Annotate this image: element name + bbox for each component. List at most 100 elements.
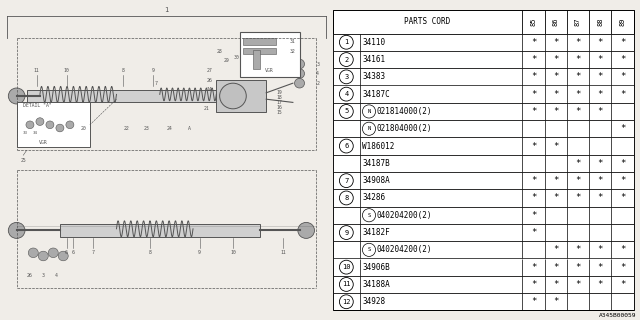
Text: *: * [531,211,536,220]
Text: *: * [620,245,625,254]
Text: 3: 3 [316,61,319,67]
Text: *: * [553,263,558,272]
Bar [333,120,634,137]
Text: *: * [531,194,536,203]
Text: 15: 15 [276,109,282,115]
Text: 86: 86 [553,17,559,26]
Text: *: * [531,141,536,150]
Text: 9: 9 [198,250,201,255]
Text: *: * [531,263,536,272]
Bar [333,85,634,103]
Circle shape [220,83,246,109]
Text: *: * [598,55,603,64]
Bar [243,48,276,54]
Text: N: N [367,109,371,114]
Text: 89: 89 [620,17,625,26]
Text: 10: 10 [64,68,69,73]
Text: 2: 2 [316,81,319,86]
Text: 23: 23 [143,125,149,131]
Bar [333,34,634,51]
Text: *: * [531,176,536,185]
Text: *: * [553,72,558,81]
Circle shape [48,248,58,258]
Text: N: N [367,126,371,131]
Text: *: * [553,55,558,64]
Text: 4: 4 [316,71,319,76]
Text: 34908A: 34908A [362,176,390,185]
Circle shape [56,124,64,132]
Text: *: * [531,38,536,47]
Bar [243,38,276,45]
Text: 32: 32 [289,49,295,54]
Text: 021804000(2): 021804000(2) [376,124,432,133]
Text: A: A [188,125,191,131]
Text: *: * [598,38,603,47]
Circle shape [8,88,25,104]
Text: 34182F: 34182F [362,228,390,237]
Text: *: * [598,90,603,99]
Text: 040204200(2): 040204200(2) [376,245,432,254]
Text: 11: 11 [34,68,40,73]
Text: *: * [531,90,536,99]
Bar [333,155,634,172]
Text: *: * [553,245,558,254]
Bar [239,32,300,77]
Text: PARTS CORD: PARTS CORD [404,17,451,26]
Bar [333,207,634,224]
Text: 34187C: 34187C [362,90,390,99]
Text: VGR: VGR [265,68,274,73]
Text: *: * [575,263,580,272]
Text: 34928: 34928 [362,297,385,306]
Text: 33: 33 [22,131,28,135]
Text: 18: 18 [276,95,282,100]
Text: 27: 27 [207,68,212,73]
Text: 87: 87 [575,17,581,26]
Text: *: * [620,72,625,81]
Bar [333,10,634,34]
Text: *: * [531,280,536,289]
Circle shape [58,251,68,261]
Bar [333,189,634,207]
Text: 19: 19 [276,90,282,95]
Text: 11: 11 [280,250,285,255]
Text: *: * [575,159,580,168]
Circle shape [8,222,25,238]
Bar [60,224,260,237]
Text: VGR: VGR [39,140,47,145]
Text: 10: 10 [342,264,351,270]
Text: 20: 20 [81,125,86,131]
Text: S: S [367,213,371,218]
Text: *: * [531,107,536,116]
Text: *: * [531,55,536,64]
Text: 7: 7 [92,250,95,255]
Bar [333,276,634,293]
Text: 3: 3 [344,74,348,80]
Text: 5: 5 [344,108,348,115]
Text: *: * [531,297,536,306]
Text: 24: 24 [167,125,173,131]
Text: A345B00059: A345B00059 [599,313,637,318]
Text: *: * [620,159,625,168]
Text: *: * [598,280,603,289]
Text: *: * [553,280,558,289]
Text: 8: 8 [148,250,151,255]
Text: *: * [575,72,580,81]
Text: 85: 85 [531,17,536,26]
Text: 34161: 34161 [362,55,385,64]
Circle shape [298,222,314,238]
Bar [27,90,266,102]
Bar [333,68,634,85]
Text: 040204200(2): 040204200(2) [376,211,432,220]
Text: *: * [598,263,603,272]
Text: 17: 17 [276,100,282,105]
Text: *: * [575,194,580,203]
Text: *: * [553,194,558,203]
Text: 28: 28 [217,49,223,54]
Text: 34110: 34110 [362,38,385,47]
Text: DETAIL "A": DETAIL "A" [23,103,52,108]
Circle shape [294,78,305,88]
Text: *: * [575,245,580,254]
Text: 25: 25 [20,157,26,163]
Circle shape [28,248,38,258]
Text: 34187B: 34187B [362,159,390,168]
